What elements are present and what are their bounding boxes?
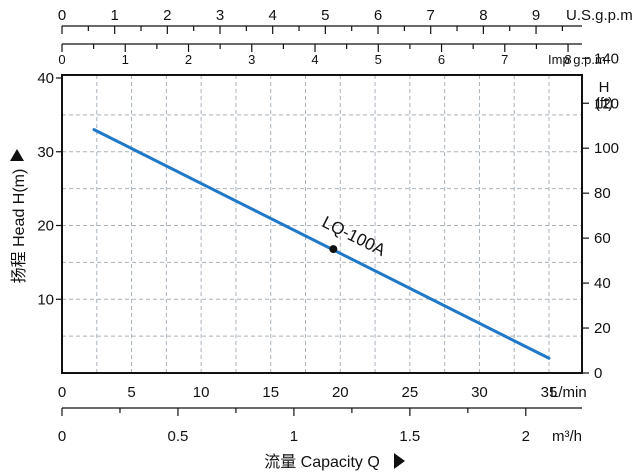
lpm-tick-label: 0 <box>58 384 66 401</box>
usgpm-tick-label: 5 <box>321 7 329 24</box>
impgpm-tick-label: 8 <box>564 52 571 67</box>
impgpm-tick-label: 1 <box>122 52 129 67</box>
m3h-tick-label: 2 <box>522 428 530 445</box>
usgpm-tick-label: 0 <box>58 7 66 24</box>
plot-frame <box>61 74 583 374</box>
lpm-tick-label: 10 <box>193 384 210 401</box>
lpm-tick-label: 25 <box>402 384 419 401</box>
lpm-tick-label: 30 <box>471 384 488 401</box>
lpm-tick-label: 20 <box>332 384 349 401</box>
impgpm-unit-label: Imp g.p.m <box>548 52 606 67</box>
usgpm-unit-label: U.S.g.p.m <box>566 7 633 24</box>
series-label: LQ-100A <box>319 212 389 260</box>
bottom-axis-title: 流量 Capacity Q <box>264 453 380 471</box>
impgpm-tick-label: 7 <box>501 52 508 67</box>
m3h-tick-label: 1 <box>290 428 298 445</box>
series-marker-point <box>329 245 338 254</box>
left-tick-label: 30 <box>37 144 54 161</box>
plot-border <box>61 74 583 374</box>
lpm-tick-label: 5 <box>127 384 135 401</box>
usgpm-tick-label: 7 <box>427 7 435 24</box>
impgpm-tick-label: 6 <box>438 52 445 67</box>
m3h-tick-label: 0.5 <box>168 428 189 445</box>
lpm-unit-label: L/min <box>550 384 587 401</box>
series-line-lq-100a <box>92 128 551 360</box>
right-tick-label: 140 <box>594 50 619 67</box>
usgpm-tick-label: 8 <box>479 7 487 24</box>
m3h-unit-label: m³/h <box>552 428 582 445</box>
impgpm-tick-label: 3 <box>248 52 255 67</box>
left-tick-label: 20 <box>37 218 54 235</box>
usgpm-tick-label: 1 <box>110 7 118 24</box>
lpm-tick-label: 35 <box>541 384 558 401</box>
usgpm-tick-label: 9 <box>532 7 540 24</box>
right-tick-label: 80 <box>594 185 611 202</box>
right-tick-label: 120 <box>594 95 619 112</box>
usgpm-tick-label: 3 <box>216 7 224 24</box>
usgpm-tick-label: 4 <box>269 7 277 24</box>
right-axis-unit-line1: H <box>599 79 610 96</box>
m3h-tick-label: 1.5 <box>399 428 420 445</box>
m3h-tick-label: 0 <box>58 428 66 445</box>
right-tick-label: 0 <box>594 365 602 382</box>
left-tick-label: 40 <box>37 70 54 87</box>
bottom-axis-arrow-icon <box>394 453 405 469</box>
left-tick-label: 10 <box>37 291 54 308</box>
grid <box>62 75 582 373</box>
impgpm-tick-label: 2 <box>185 52 192 67</box>
impgpm-tick-label: 5 <box>375 52 382 67</box>
impgpm-tick-label: 0 <box>58 52 65 67</box>
right-tick-label: 60 <box>594 230 611 247</box>
lpm-tick-label: 15 <box>262 384 279 401</box>
right-tick-label: 40 <box>594 275 611 292</box>
impgpm-tick-label: 4 <box>311 52 318 67</box>
usgpm-tick-label: 2 <box>163 7 171 24</box>
left-axis-title: 扬程 Head H(m) <box>10 169 28 284</box>
series-layer: LQ-100A <box>92 128 551 360</box>
right-tick-label: 100 <box>594 140 619 157</box>
left-axis-arrow-icon <box>10 149 24 161</box>
right-tick-label: 20 <box>594 320 611 337</box>
usgpm-tick-label: 6 <box>374 7 382 24</box>
right-axis-unit-line2: (ft) <box>595 95 613 112</box>
